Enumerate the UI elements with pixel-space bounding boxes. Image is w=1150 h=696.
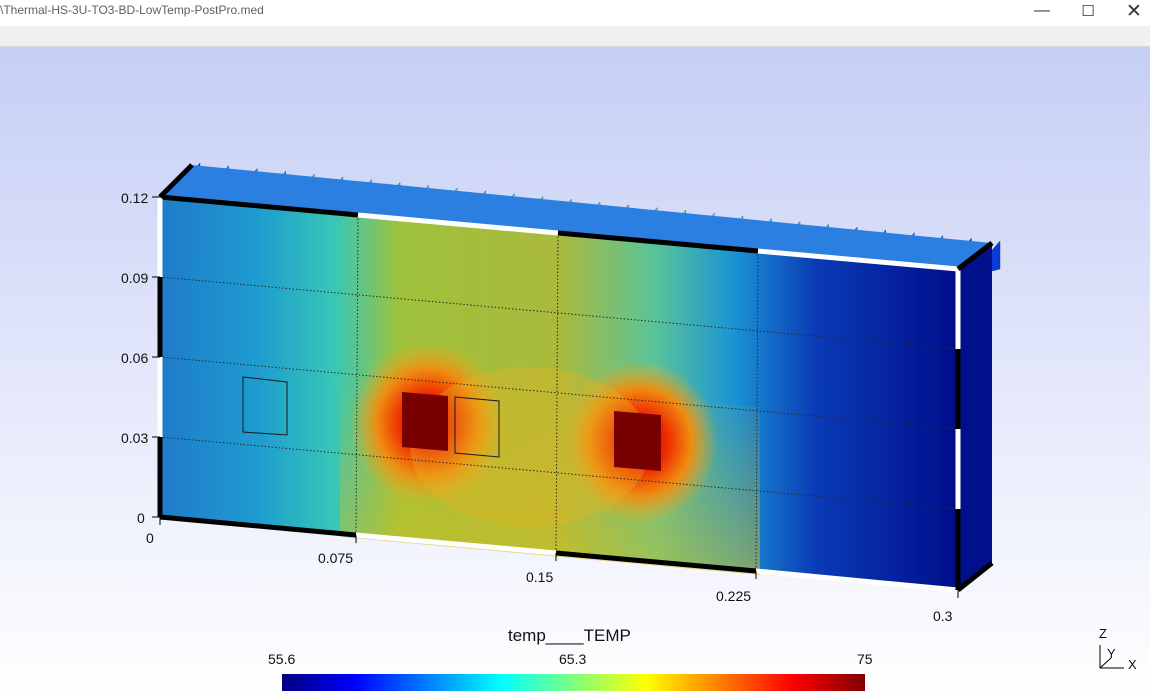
title-bar: \Thermal-HS-3U-TO3-BD-LowTemp-PostPro.me… <box>0 0 1150 26</box>
block-top-face <box>160 165 992 269</box>
orientation-triad <box>1099 645 1124 669</box>
transistor-hot-2 <box>614 411 661 471</box>
maximize-button[interactable]: ☐ <box>1081 3 1095 20</box>
y-tick-label: 0 <box>137 510 145 526</box>
transistor-hot-1 <box>402 392 448 451</box>
legend-min-label: 55.6 <box>268 651 296 667</box>
menu-bar <box>0 26 1150 47</box>
legend-mid-label: 65.3 <box>559 651 587 667</box>
legend-title: temp____TEMP <box>508 626 631 645</box>
y-tick-label: 0.03 <box>121 430 149 446</box>
close-button[interactable]: ✕ <box>1126 0 1142 22</box>
x-tick-label: 0 <box>146 530 154 546</box>
triad-y-label: Y <box>1107 646 1116 661</box>
x-tick-label: 0.15 <box>526 569 554 585</box>
3d-viewport[interactable]: 0.12 0.09 0.06 0.03 0 0 0.075 0.15 0.225… <box>0 47 1150 696</box>
legend-max-label: 75 <box>857 651 873 667</box>
window-title: \Thermal-HS-3U-TO3-BD-LowTemp-PostPro.me… <box>0 3 264 17</box>
transistor-footprint-outline-2 <box>454 396 500 458</box>
triad-x-label: X <box>1128 657 1137 672</box>
y-tick-label: 0.09 <box>121 270 149 286</box>
colorbar <box>282 674 865 691</box>
x-tick-label: 0.075 <box>318 550 354 566</box>
block-side-face <box>958 243 992 590</box>
y-tick-label: 0.06 <box>121 350 149 366</box>
minimize-button[interactable]: — <box>1034 2 1050 19</box>
x-tick-label: 0.225 <box>716 588 752 604</box>
y-tick-label: 0.12 <box>121 190 149 206</box>
tick-marks <box>152 196 959 598</box>
transistor-footprint-outline-1 <box>242 376 288 436</box>
triad-z-label: Z <box>1099 626 1107 641</box>
x-tick-label: 0.3 <box>933 608 953 624</box>
thermal-model-render <box>152 162 1124 691</box>
bounding-box <box>157 163 994 593</box>
grid-lines <box>159 214 959 573</box>
center-warm-zone <box>410 367 650 527</box>
